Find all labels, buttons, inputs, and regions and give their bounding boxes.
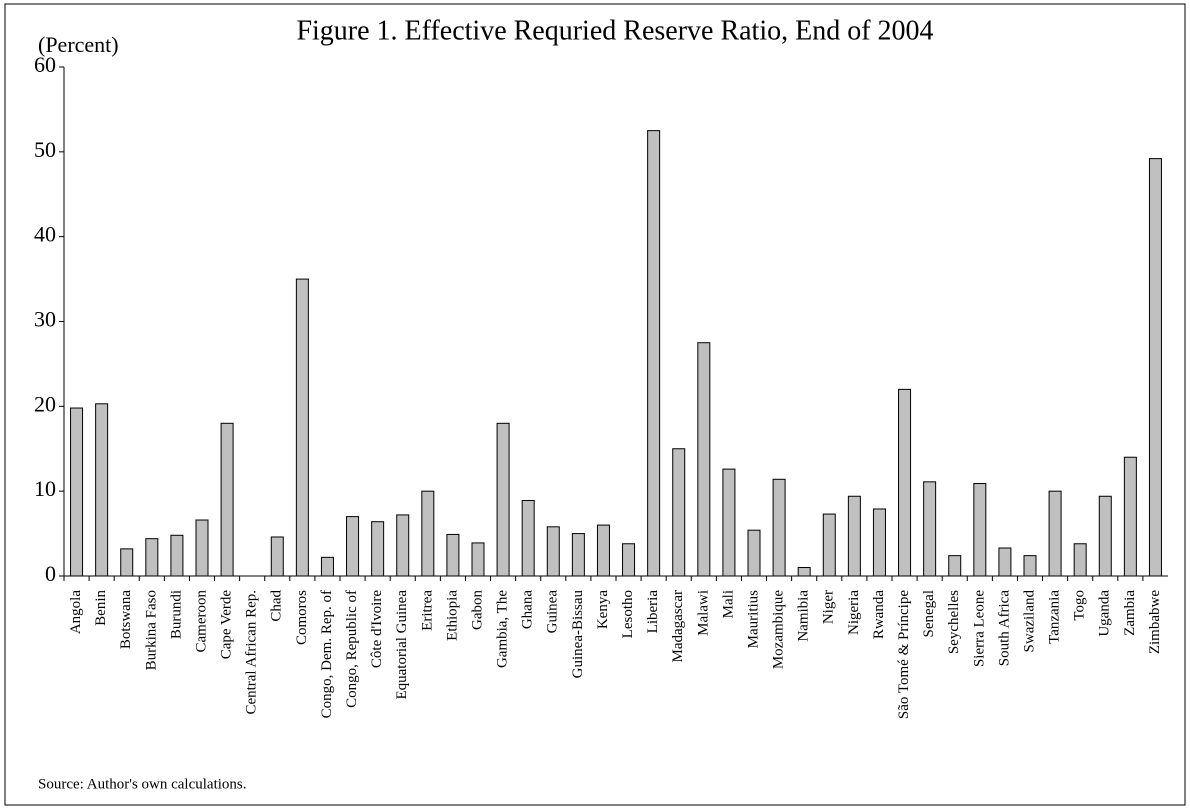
bar xyxy=(973,483,987,577)
x-tick-label: Tanzania xyxy=(1047,590,1063,644)
frame xyxy=(4,3,1186,806)
x-tick-label: Guinea-Bissau xyxy=(570,590,586,679)
bar xyxy=(872,508,886,577)
x-tick-label: São Tomé & Príncipe xyxy=(896,590,912,719)
x-tick-label: Angola xyxy=(68,590,84,635)
y-tick-label: 50 xyxy=(34,137,56,162)
bar xyxy=(998,547,1012,577)
bar xyxy=(371,521,385,577)
x-tick-label: Togo xyxy=(1072,590,1088,621)
x-tick-label: Comoros xyxy=(294,590,310,645)
bar xyxy=(70,407,84,577)
bar xyxy=(1123,456,1137,577)
x-tick-label: Mauritius xyxy=(745,590,761,648)
y-tick-label: 60 xyxy=(34,52,56,77)
x-tick-label: Swaziland xyxy=(1021,590,1037,653)
x-tick-label: Gabon xyxy=(469,590,485,630)
x-tick-label: Lesotho xyxy=(620,590,636,638)
bar xyxy=(396,514,410,577)
x-tick-label: Uganda xyxy=(1097,590,1113,637)
x-tick-label: Botswana xyxy=(118,590,134,650)
bar xyxy=(421,490,435,577)
bar xyxy=(847,495,861,577)
bar xyxy=(546,526,560,577)
bar xyxy=(747,529,761,577)
bar xyxy=(1048,490,1062,577)
x-tick-label: Zimbabwe xyxy=(1147,590,1163,654)
x-tick-label: South Africa xyxy=(996,590,1012,667)
bar xyxy=(596,524,610,577)
bar xyxy=(571,533,585,577)
x-tick-label: Sierra Leone xyxy=(971,590,987,667)
x-tick-label: Liberia xyxy=(645,590,661,634)
bar xyxy=(923,481,937,577)
bar xyxy=(1148,158,1162,577)
x-tick-label: Seychelles xyxy=(946,590,962,654)
y-tick-label: 20 xyxy=(34,391,56,416)
x-tick-label: Namibia xyxy=(796,590,812,642)
bar xyxy=(270,536,284,577)
y-tick-label: 10 xyxy=(34,476,56,501)
bar xyxy=(1073,543,1087,577)
y-tick-label: 0 xyxy=(45,561,56,586)
x-tick-label: Madagascar xyxy=(670,590,686,662)
bar xyxy=(948,555,962,577)
x-tick-label: Burkina Faso xyxy=(143,590,159,670)
x-tick-label: Gambia, The xyxy=(495,590,511,668)
source-note: Source: Author's own calculations. xyxy=(38,776,247,792)
x-tick-label: Malawi xyxy=(695,590,711,636)
x-tick-label: Congo, Republic of xyxy=(344,590,360,708)
x-tick-label: Ghana xyxy=(520,590,536,629)
x-tick-label: Niger xyxy=(821,590,837,624)
bar xyxy=(697,342,711,577)
bar xyxy=(1023,555,1037,577)
bar xyxy=(95,403,109,577)
bar xyxy=(220,422,234,577)
bar xyxy=(170,534,184,577)
x-tick-label: Ethiopia xyxy=(444,590,460,641)
bar xyxy=(722,468,736,577)
bar xyxy=(496,422,510,577)
bar xyxy=(346,516,360,577)
x-tick-label: Mali xyxy=(720,590,736,618)
bar xyxy=(622,543,636,577)
bar xyxy=(320,556,334,577)
bar xyxy=(145,538,159,577)
x-tick-label: Côte d'Ivoire xyxy=(369,590,385,668)
x-tick-label: Central African Rep. xyxy=(244,590,260,715)
x-tick-label: Rwanda xyxy=(871,590,887,639)
bar xyxy=(446,533,460,577)
x-tick-label: Equatorial Guinea xyxy=(394,590,410,700)
chart-title: Figure 1. Effective Requried Reserve Rat… xyxy=(296,15,933,46)
x-tick-label: Mozambique xyxy=(771,590,787,669)
x-tick-label: Guinea xyxy=(545,590,561,634)
bar xyxy=(898,388,912,577)
bar xyxy=(647,130,661,577)
y-tick-label: 40 xyxy=(34,222,56,247)
x-tick-label: Burundi xyxy=(168,590,184,639)
bar xyxy=(822,513,836,577)
y-tick-label: 30 xyxy=(34,307,56,332)
x-tick-label: Congo, Dem. Rep. of xyxy=(319,590,335,718)
x-tick-label: Eritrea xyxy=(419,590,435,631)
x-tick-label: Benin xyxy=(93,590,109,626)
x-tick-label: Kenya xyxy=(595,590,611,629)
bar xyxy=(797,567,811,577)
bar xyxy=(672,448,686,577)
bar xyxy=(120,548,134,577)
bar xyxy=(521,499,535,577)
x-tick-label: Zambia xyxy=(1122,590,1138,636)
x-tick-label: Cape Verde xyxy=(219,590,235,660)
bar xyxy=(295,278,309,577)
y-axis-label: (Percent) xyxy=(38,32,119,57)
bar xyxy=(195,519,209,577)
bar xyxy=(471,542,485,577)
x-tick-label: Cameroon xyxy=(193,590,209,653)
x-tick-label: Chad xyxy=(269,590,285,622)
bar xyxy=(772,478,786,577)
x-tick-label: Nigeria xyxy=(846,590,862,635)
bar xyxy=(1098,495,1112,577)
x-tick-label: Senegal xyxy=(921,590,937,637)
